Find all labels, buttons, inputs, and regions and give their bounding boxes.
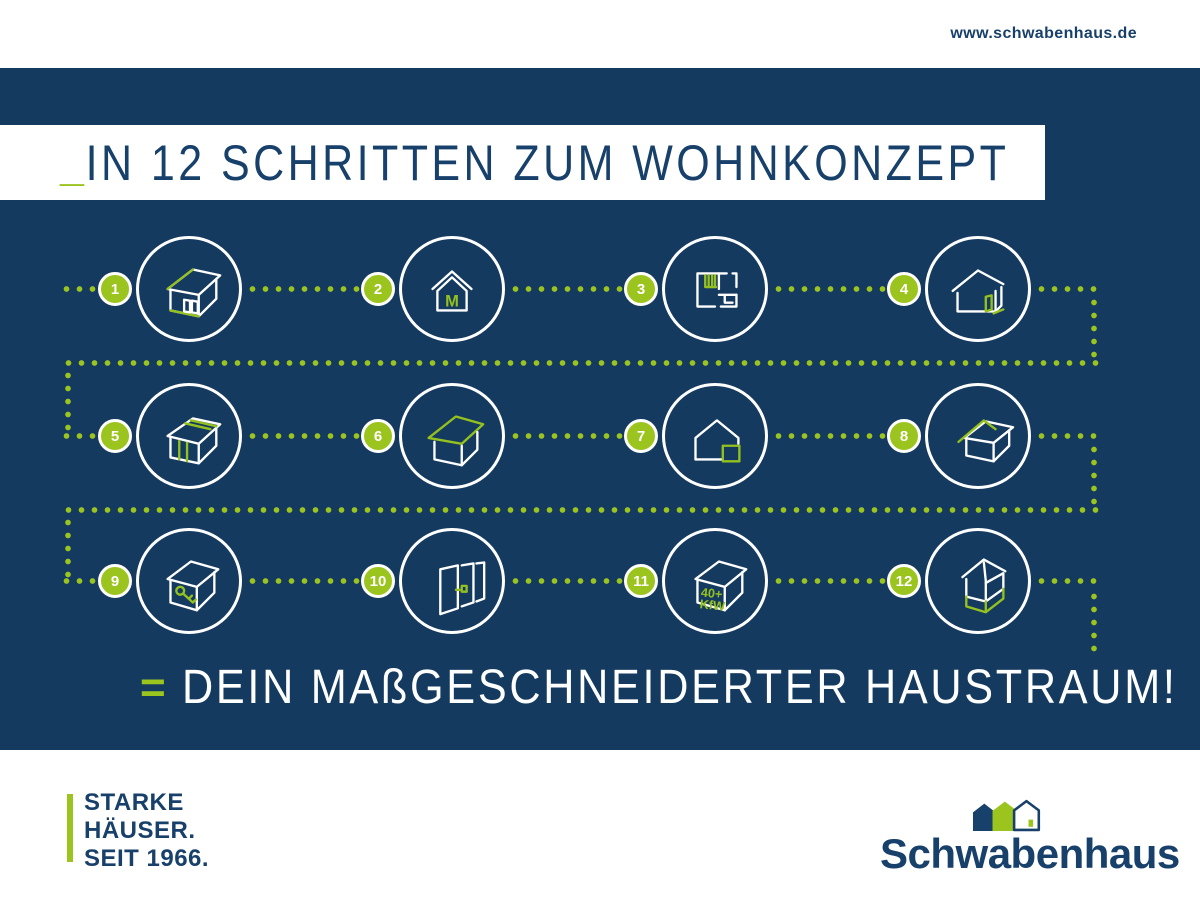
dotted-connector (772, 575, 888, 587)
dotted-connector (62, 369, 74, 431)
step-icon-circle (399, 383, 505, 489)
step-icon-circle (136, 383, 242, 489)
floor-plan-icon (696, 272, 738, 308)
step-number-badge: 10 (361, 564, 395, 598)
dotted-connector (62, 516, 74, 578)
kfw-label-line1: 40+ (700, 586, 723, 602)
dotted-connector (60, 575, 98, 587)
step-icon-circle (925, 528, 1031, 634)
house-annex-icon (694, 419, 741, 463)
equals-sign: = (140, 662, 166, 712)
dotted-connector (246, 283, 362, 295)
claim-line: STARKE (84, 789, 184, 816)
roof-frame-icon (957, 419, 1015, 463)
step-icon-circle (662, 383, 768, 489)
step-number-badge: 12 (887, 564, 921, 598)
dotted-connector (509, 575, 625, 587)
dotted-connector (509, 283, 625, 295)
step-number-badge: 6 (361, 419, 395, 453)
step-number-badge: 7 (624, 419, 658, 453)
page-title: IN 12 SCHRITTEN ZUM WOHNKONZEPT (85, 134, 1010, 191)
schwabenhaus-logo: Schwabenhaus (880, 797, 1180, 877)
dotted-connector (1035, 283, 1097, 295)
kfw-house-icon: 40+ KfW (694, 560, 748, 614)
title-banner: _ IN 12 SCHRITTEN ZUM WOHNKONZEPT (0, 125, 1045, 200)
step-number-badge: 1 (98, 272, 132, 306)
dotted-connector (1088, 443, 1100, 507)
dotted-connector (62, 357, 1100, 369)
dotted-connector (62, 504, 1100, 516)
step-icon-circle (662, 236, 768, 342)
result-headline: DEIN MAßGESCHNEIDERTER HAUSTRAUM! (181, 661, 1178, 714)
dotted-connector (246, 430, 362, 442)
step-icon-circle: 40+ KfW (662, 528, 768, 634)
dotted-connector (60, 283, 98, 295)
step-icon-circle: M (399, 236, 505, 342)
claim-accent-bar (67, 794, 73, 862)
step-icon-circle (136, 236, 242, 342)
step-icon-circle (925, 383, 1031, 489)
logo-wordmark: Schwabenhaus (880, 830, 1180, 877)
step-number-badge: 11 (624, 564, 658, 598)
dotted-connector (246, 575, 362, 587)
top-bar: www.schwabenhaus.de (0, 0, 1200, 68)
dotted-connector (1035, 575, 1097, 587)
house-wall-panels-icon (166, 417, 222, 465)
claim-line: SEIT 1966. (84, 845, 210, 872)
step-number-badge: 5 (98, 419, 132, 453)
model-house-label: M (445, 292, 459, 311)
dotted-connector (772, 430, 888, 442)
house-entrance-icon (951, 269, 1005, 315)
step-number-badge: 8 (887, 419, 921, 453)
step-number-badge: 3 (624, 272, 658, 306)
step-number-badge: 2 (361, 272, 395, 306)
model-house-icon: M (431, 270, 473, 312)
basement-house-icon (961, 558, 1007, 614)
brand-claim: STARKE HÄUSER. SEIT 1966. (84, 789, 209, 873)
dotted-connector (509, 430, 625, 442)
logo-houses-icon (972, 799, 1041, 832)
doors-icon (439, 561, 486, 616)
dotted-connector (1088, 590, 1100, 652)
house-exterior-icon (166, 268, 222, 318)
dotted-connector (772, 283, 888, 295)
kfw-label-line2: KfW (699, 597, 726, 614)
house-key-icon (166, 560, 220, 612)
result-line: = DEIN MAßGESCHNEIDERTER HAUSTRAUM! (140, 660, 1200, 715)
step-icon-circle (399, 528, 505, 634)
step-icon-circle (925, 236, 1031, 342)
claim-line: HÄUSER. (84, 817, 196, 844)
step-icon-circle (136, 528, 242, 634)
dotted-connector (1035, 430, 1097, 442)
title-underscore-accent: _ (60, 134, 86, 191)
house-green-roof-icon (427, 415, 485, 467)
dotted-connector (1088, 296, 1100, 360)
website-url: www.schwabenhaus.de (950, 25, 1137, 42)
dotted-connector (60, 430, 98, 442)
step-number-badge: 4 (887, 272, 921, 306)
step-number-badge: 9 (98, 564, 132, 598)
